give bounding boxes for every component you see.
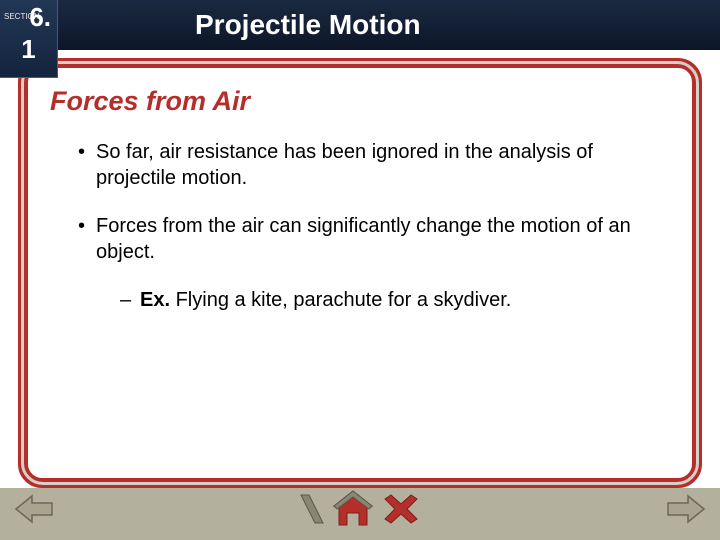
- sub-bullet-item: Ex. Flying a kite, parachute for a skydi…: [120, 287, 670, 313]
- close-button[interactable]: [379, 489, 423, 534]
- section-subnumber: 1: [21, 34, 35, 65]
- sub-bullet-label: Ex.: [140, 289, 170, 311]
- close-x-icon: [379, 489, 423, 529]
- content-heading: Forces from Air: [50, 86, 670, 117]
- header-bar: SECTION 6. 1 Projectile Motion: [0, 0, 720, 50]
- bullet-list: So far, air resistance has been ignored …: [50, 139, 670, 313]
- backslash-icon: [297, 489, 327, 529]
- home-button[interactable]: [331, 489, 375, 534]
- nav-center: [0, 489, 720, 534]
- home-icon: [331, 489, 375, 529]
- section-badge: SECTION 6. 1: [0, 0, 58, 78]
- content-frame: Forces from Air So far, air resistance h…: [18, 58, 702, 488]
- bullet-item: Forces from the air can significantly ch…: [78, 213, 670, 265]
- sub-bullet-text: Flying a kite, parachute for a skydiver.: [170, 289, 511, 311]
- slide-title: Projectile Motion: [195, 9, 421, 41]
- section-number: 6.: [29, 4, 51, 30]
- content-area: Forces from Air So far, air resistance h…: [28, 68, 692, 331]
- slide-container: SECTION 6. 1 Projectile Motion Forces fr…: [0, 0, 720, 540]
- back-slash-button[interactable]: [297, 489, 327, 534]
- bullet-item: So far, air resistance has been ignored …: [78, 139, 670, 191]
